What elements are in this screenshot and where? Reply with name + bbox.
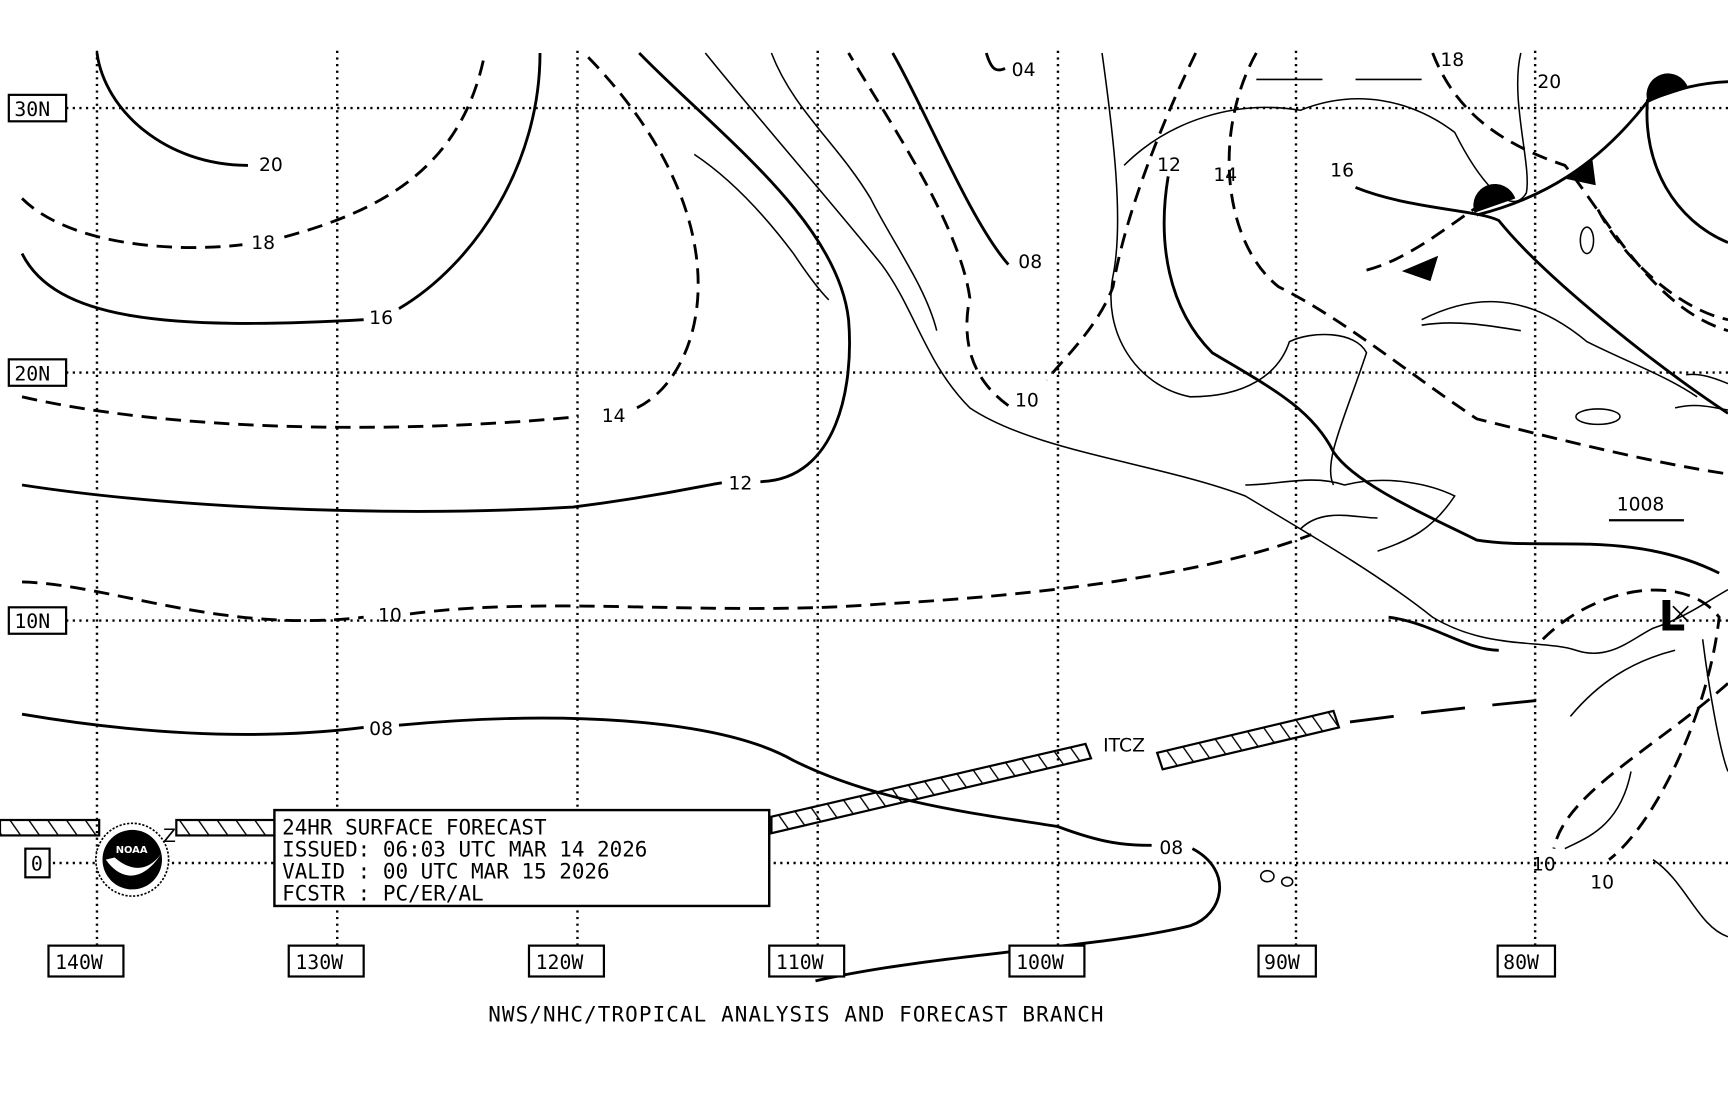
- lat-label: 10N: [14, 610, 50, 633]
- low-pressure-center: L: [1659, 591, 1689, 640]
- cold-front-triangle: [1564, 159, 1596, 186]
- forecast-info-box: 24HR SURFACE FORECAST ISSUED: 06:03 UTC …: [273, 808, 771, 908]
- isobar-label: 18: [251, 233, 275, 254]
- itcz-label-fragment: Z: [163, 826, 176, 847]
- forecaster: FCSTR : PC/ER/AL: [282, 881, 484, 905]
- isobar-label: 08: [1018, 252, 1042, 273]
- isobar-label: 20: [259, 155, 283, 176]
- isobar-labels: 20 18 16 14 12 10 08 08 04 08 10 12 14 1…: [163, 50, 1684, 893]
- low-symbol: L: [1659, 591, 1686, 640]
- isobar-label: 12: [1157, 155, 1181, 176]
- isobar-label: 14: [602, 406, 626, 427]
- forecast-title: 24HR SURFACE FORECAST: [282, 815, 547, 839]
- low-center-x-icon: [1672, 605, 1689, 623]
- lon-label: 120W: [536, 951, 584, 974]
- warm-front-symbol: [1473, 184, 1516, 213]
- fronts: [1401, 73, 1728, 282]
- lat-label: 20N: [14, 362, 50, 385]
- isobar-label: 08: [1159, 838, 1183, 859]
- itcz-label: ITCZ: [1103, 736, 1145, 757]
- issued-time: ISSUED: 06:03 UTC MAR 14 2026: [282, 837, 647, 861]
- isobar-label: 10: [1590, 872, 1614, 893]
- lon-label: 110W: [776, 951, 824, 974]
- coastlines: [693, 52, 1728, 938]
- itcz-band: [0, 698, 1543, 837]
- lon-label: 90W: [1264, 951, 1300, 974]
- lon-label: 130W: [295, 951, 343, 974]
- warm-front-symbol: [1646, 73, 1689, 102]
- isobar-label: 16: [1330, 160, 1354, 181]
- valid-time: VALID : 00 UTC MAR 15 2026: [282, 859, 610, 883]
- footer-credit: NWS/NHC/TROPICAL ANALYSIS AND FORECAST B…: [488, 1003, 1104, 1027]
- lon-label: 140W: [55, 951, 103, 974]
- isobar-label: 08: [369, 719, 393, 740]
- longitude-labels: 140W 130W 120W 110W 100W 90W 80W: [47, 944, 1557, 978]
- isobar-label: 10: [1015, 391, 1039, 412]
- isobar-label: 10: [1532, 855, 1556, 876]
- isobar-label: 20: [1537, 72, 1561, 93]
- isobar-label: 18: [1440, 50, 1464, 71]
- svg-text:NOAA: NOAA: [116, 845, 148, 856]
- pressure-value-label: 1008: [1617, 494, 1665, 515]
- isobars-solid: [20, 51, 1728, 983]
- isobars-dashed: [21, 51, 1728, 861]
- lon-label: 80W: [1503, 951, 1539, 974]
- isobar-label: 16: [369, 308, 393, 329]
- lat-label: 30N: [14, 98, 50, 121]
- isobar-label: 10: [378, 606, 402, 627]
- latitude-labels: 30N 20N 10N 0: [7, 93, 68, 879]
- isobar-label: 04: [1012, 60, 1036, 81]
- cold-front-triangle: [1401, 255, 1439, 282]
- lon-label: 100W: [1016, 951, 1064, 974]
- lat-label: 0: [31, 853, 43, 876]
- isobar-label: 12: [728, 473, 752, 494]
- noaa-logo: NOAA: [95, 822, 170, 897]
- isobar-label: 14: [1213, 165, 1237, 186]
